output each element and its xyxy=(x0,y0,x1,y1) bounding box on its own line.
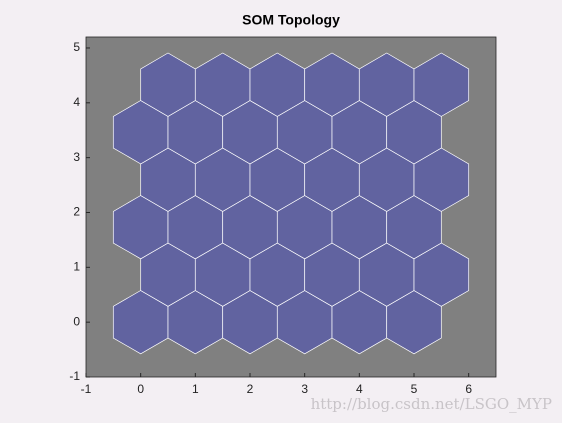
x-tick-label: 4 xyxy=(356,382,363,396)
x-tick-label: 2 xyxy=(247,382,254,396)
watermark: http://blog.csdn.net/LSGO_MYP xyxy=(311,395,552,413)
x-tick-label: 6 xyxy=(465,382,472,396)
y-tick-label: -1 xyxy=(69,369,80,383)
neuron-hexagon xyxy=(413,52,470,117)
y-tick-label: 0 xyxy=(73,314,80,328)
chart-title: SOM Topology xyxy=(242,12,340,28)
y-tick-label: 4 xyxy=(73,95,80,109)
y-tick-label: 1 xyxy=(73,259,80,273)
y-tick-label: 5 xyxy=(73,40,80,54)
y-tick-label: 2 xyxy=(73,205,80,219)
x-tick-label: 1 xyxy=(192,382,199,396)
x-tick-label: -1 xyxy=(81,382,92,396)
x-tick-label: 5 xyxy=(411,382,418,396)
y-tick-label: 3 xyxy=(73,150,80,164)
x-tick-label: 0 xyxy=(137,382,144,396)
x-tick-label: 3 xyxy=(301,382,308,396)
